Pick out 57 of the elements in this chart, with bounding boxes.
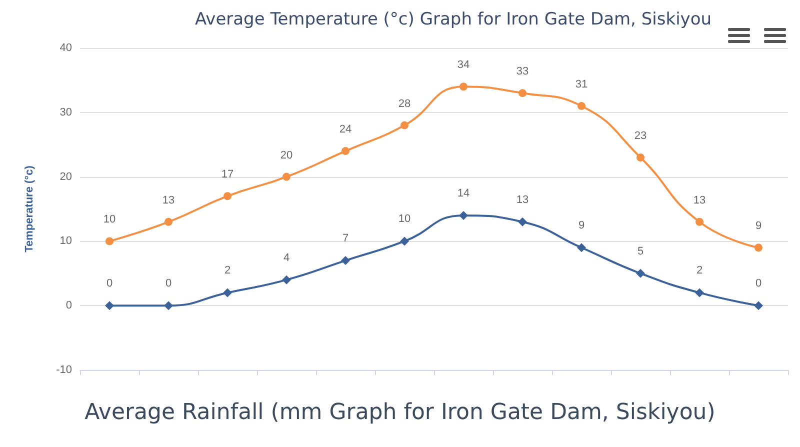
point: [577, 243, 586, 252]
data-label: 13: [162, 194, 175, 206]
y-tick-label: 10: [60, 235, 72, 248]
point: [636, 153, 644, 162]
point: [518, 217, 527, 226]
data-label: 2: [696, 264, 703, 277]
data-label: 23: [634, 130, 647, 142]
data-label: 33: [516, 66, 529, 78]
data-label: 13: [693, 194, 706, 206]
data-label: 28: [398, 98, 411, 110]
data-label: 7: [342, 232, 349, 245]
data-label: 13: [516, 194, 529, 206]
point: [223, 288, 232, 298]
y-tick-label: 30: [60, 106, 72, 118]
data-label: 14: [457, 187, 470, 200]
data-label: 0: [106, 278, 113, 290]
data-label: 0: [755, 278, 762, 290]
point: [460, 82, 468, 91]
data-label: 10: [398, 213, 411, 226]
data-label: 34: [457, 59, 470, 72]
point: [459, 210, 468, 220]
point: [342, 147, 350, 156]
data-label: 5: [637, 245, 644, 258]
point: [106, 237, 114, 246]
point: [105, 301, 114, 310]
y-tick-label: 0: [66, 300, 72, 312]
point: [400, 121, 408, 130]
point: [695, 288, 704, 298]
data-label: 2: [224, 264, 231, 277]
point: [282, 172, 290, 181]
data-label: 17: [221, 168, 234, 181]
chart-title: Average Temperature (°c) Graph for Iron Gate Dam, Siskiyou: [195, 10, 712, 30]
point: [578, 102, 586, 110]
point: [754, 301, 763, 310]
data-label: 24: [339, 124, 352, 136]
point: [341, 256, 350, 266]
point: [224, 192, 232, 200]
data-label: 31: [575, 78, 588, 90]
point: [636, 268, 645, 278]
point: [282, 275, 291, 284]
data-label: 20: [280, 149, 293, 162]
point: [518, 89, 526, 98]
text: Average Rainfall (mm Graph for Iron Gate Dam, Siskiyou): [84, 400, 716, 425]
y-tick-label: 20: [60, 170, 72, 183]
data-label: 9: [755, 220, 762, 232]
point: [754, 244, 762, 252]
y-tick-label: 40: [60, 42, 72, 54]
y-axis-title: Temperature (°c): [24, 165, 36, 252]
data-label: 9: [578, 220, 585, 232]
point: [164, 301, 173, 310]
point: [696, 218, 704, 226]
point: [164, 218, 172, 226]
y-tick-label: -10: [56, 364, 72, 376]
point: [400, 236, 409, 246]
data-label: 10: [103, 214, 116, 226]
data-label: 0: [165, 278, 172, 290]
data-label: 4: [283, 252, 290, 264]
